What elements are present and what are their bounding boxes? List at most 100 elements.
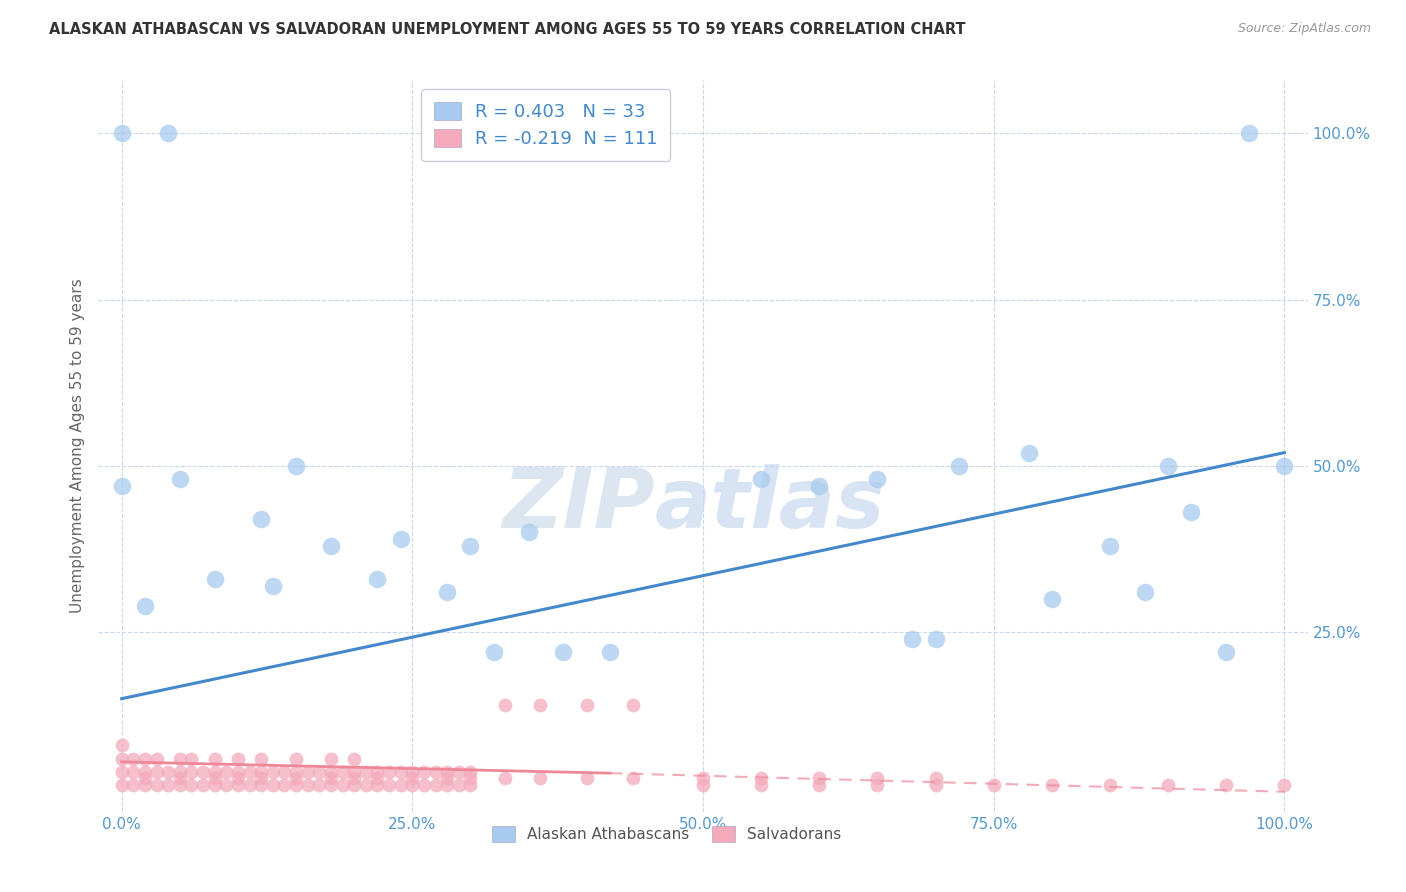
Point: [1272, 778, 1295, 792]
Point: [226, 778, 249, 792]
Point: [425, 764, 447, 779]
Point: [529, 772, 551, 786]
Text: atlas: atlas: [655, 464, 886, 545]
Point: [239, 764, 262, 779]
Point: [273, 778, 295, 792]
Point: [250, 512, 273, 526]
Point: [169, 772, 191, 786]
Point: [285, 764, 308, 779]
Point: [1239, 127, 1261, 141]
Point: [1018, 445, 1040, 459]
Point: [319, 539, 342, 553]
Text: Source: ZipAtlas.com: Source: ZipAtlas.com: [1237, 22, 1371, 36]
Point: [1040, 591, 1063, 606]
Point: [901, 632, 924, 646]
Point: [111, 738, 134, 752]
Point: [621, 698, 644, 713]
Point: [111, 479, 134, 493]
Point: [226, 764, 249, 779]
Point: [262, 579, 284, 593]
Point: [553, 645, 575, 659]
Point: [204, 778, 226, 792]
Point: [808, 772, 831, 786]
Point: [191, 778, 214, 792]
Point: [134, 764, 156, 779]
Point: [749, 772, 772, 786]
Point: [366, 572, 388, 586]
Point: [204, 772, 226, 786]
Point: [250, 778, 273, 792]
Point: [169, 764, 191, 779]
Point: [180, 751, 202, 765]
Point: [401, 764, 423, 779]
Point: [621, 772, 644, 786]
Point: [924, 632, 946, 646]
Point: [1272, 458, 1295, 473]
Point: [599, 645, 621, 659]
Point: [460, 764, 482, 779]
Point: [924, 778, 946, 792]
Point: [343, 778, 366, 792]
Point: [180, 764, 202, 779]
Point: [425, 778, 447, 792]
Text: ALASKAN ATHABASCAN VS SALVADORAN UNEMPLOYMENT AMONG AGES 55 TO 59 YEARS CORRELAT: ALASKAN ATHABASCAN VS SALVADORAN UNEMPLO…: [49, 22, 966, 37]
Point: [983, 778, 1005, 792]
Point: [111, 778, 134, 792]
Point: [262, 764, 284, 779]
Point: [262, 778, 284, 792]
Point: [250, 772, 273, 786]
Point: [436, 778, 458, 792]
Point: [343, 751, 366, 765]
Point: [285, 778, 308, 792]
Point: [319, 778, 342, 792]
Point: [169, 778, 191, 792]
Point: [169, 472, 191, 486]
Point: [111, 751, 134, 765]
Point: [134, 751, 156, 765]
Point: [239, 778, 262, 792]
Point: [494, 698, 516, 713]
Point: [948, 458, 970, 473]
Point: [1040, 778, 1063, 792]
Point: [215, 764, 238, 779]
Y-axis label: Unemployment Among Ages 55 to 59 years: Unemployment Among Ages 55 to 59 years: [69, 278, 84, 614]
Point: [749, 778, 772, 792]
Point: [169, 751, 191, 765]
Point: [389, 778, 412, 792]
Point: [111, 127, 134, 141]
Point: [1133, 585, 1156, 599]
Point: [808, 778, 831, 792]
Point: [145, 778, 167, 792]
Point: [157, 127, 180, 141]
Point: [122, 778, 145, 792]
Point: [401, 778, 423, 792]
Point: [145, 764, 167, 779]
Point: [413, 778, 436, 792]
Point: [122, 751, 145, 765]
Point: [111, 764, 134, 779]
Point: [122, 764, 145, 779]
Point: [226, 751, 249, 765]
Point: [273, 764, 295, 779]
Point: [1215, 645, 1237, 659]
Point: [378, 764, 401, 779]
Point: [319, 751, 342, 765]
Point: [1098, 539, 1121, 553]
Point: [389, 764, 412, 779]
Point: [285, 751, 308, 765]
Point: [413, 764, 436, 779]
Point: [401, 772, 423, 786]
Point: [134, 778, 156, 792]
Point: [226, 772, 249, 786]
Point: [494, 772, 516, 786]
Point: [366, 764, 388, 779]
Point: [145, 751, 167, 765]
Point: [308, 778, 330, 792]
Legend: Alaskan Athabascans, Salvadorans: Alaskan Athabascans, Salvadorans: [485, 820, 848, 848]
Point: [447, 764, 470, 779]
Point: [436, 772, 458, 786]
Point: [866, 472, 889, 486]
Point: [1180, 506, 1202, 520]
Point: [575, 772, 598, 786]
Point: [157, 764, 180, 779]
